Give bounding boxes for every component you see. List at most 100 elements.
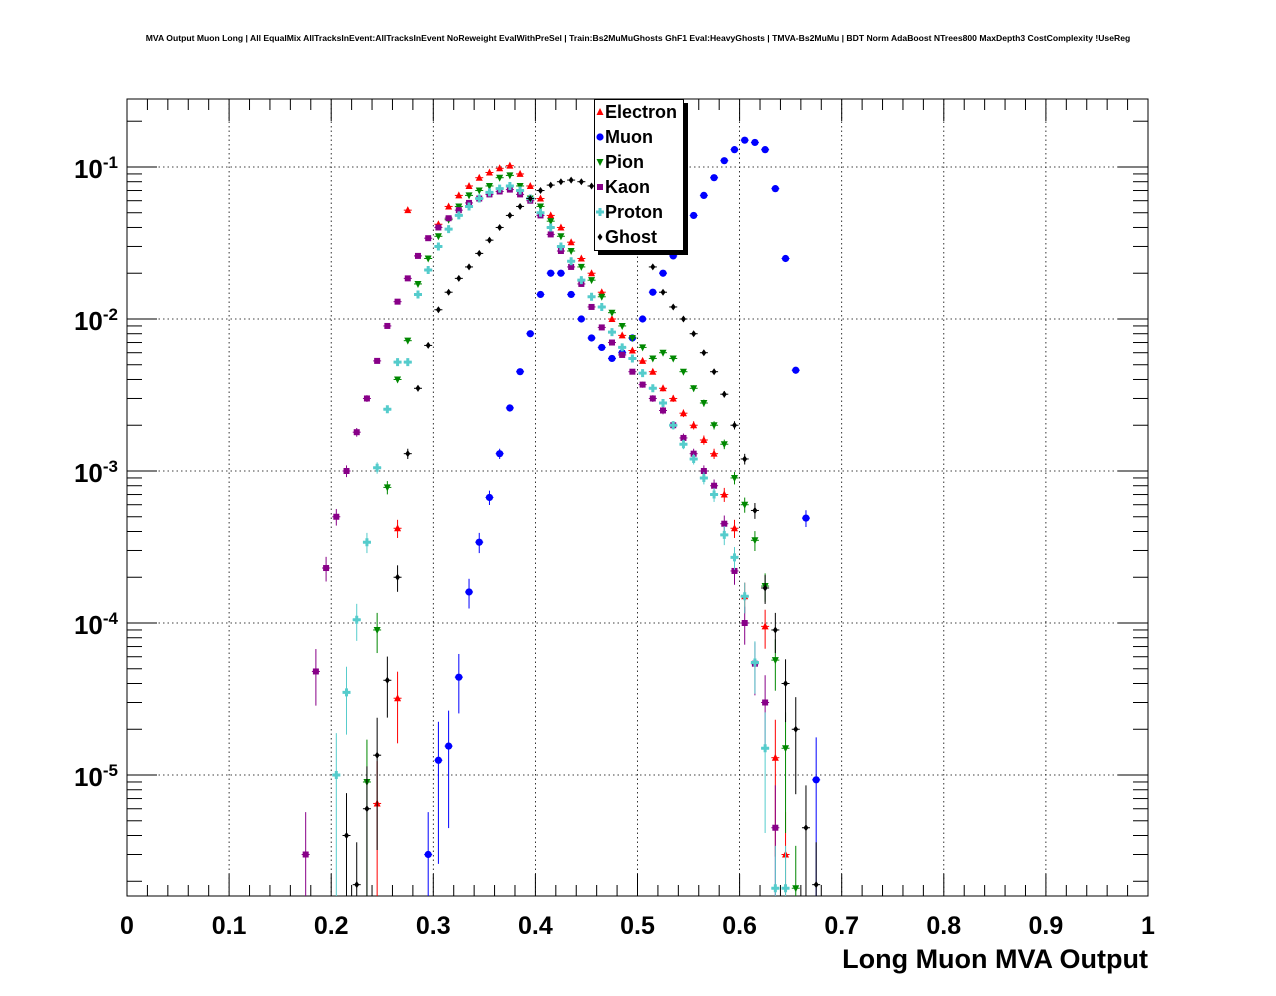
x-tick-label: 0.3 — [416, 912, 451, 940]
proton-point — [607, 328, 616, 337]
muon-point — [608, 354, 616, 363]
x-tick-label: 0.4 — [518, 912, 553, 940]
ghost-point — [507, 211, 513, 219]
legend-entry-electron: Electron — [595, 100, 683, 125]
kaon-point — [660, 407, 667, 414]
proton-point — [362, 538, 371, 547]
ghost-point — [589, 182, 595, 190]
electron-point — [567, 238, 575, 246]
series-electron — [373, 161, 790, 896]
pion-point — [577, 263, 585, 271]
pion-point — [455, 203, 463, 211]
pion-point — [690, 385, 698, 393]
legend-ghost-marker — [597, 233, 603, 241]
pion-point — [771, 657, 779, 665]
ghost-point — [527, 195, 533, 203]
proton-point — [342, 688, 351, 697]
legend-label: Ghost — [605, 227, 657, 247]
ghost-point — [731, 421, 737, 429]
legend-label: Pion — [605, 152, 644, 172]
kaon-point — [425, 235, 432, 242]
proton-point — [720, 530, 729, 539]
legend-marker — [596, 208, 604, 216]
electron-point — [720, 490, 728, 498]
muon-point — [567, 290, 575, 299]
proton-point — [424, 266, 433, 275]
electron-point — [506, 161, 514, 169]
pion-point — [414, 280, 422, 288]
ghost-point — [721, 390, 727, 398]
kaon-point — [363, 395, 370, 402]
x-tick-label: 0.9 — [1029, 912, 1064, 940]
electron-point — [669, 394, 677, 402]
muon-point — [649, 288, 657, 296]
pion-point — [496, 174, 504, 182]
proton-point — [332, 771, 341, 780]
pion-point — [394, 376, 402, 384]
proton-point — [567, 257, 576, 266]
muon-point — [802, 514, 810, 522]
muon-point — [485, 493, 494, 502]
series-proton — [332, 181, 790, 896]
electron-point — [577, 254, 585, 262]
muon-point — [812, 776, 820, 784]
muon-point — [516, 368, 524, 376]
kaon-point — [772, 824, 779, 831]
proton-point — [659, 399, 668, 408]
muon-point — [424, 850, 432, 859]
proton-point — [516, 186, 525, 195]
ghost-point — [813, 881, 819, 889]
ghost-point — [691, 330, 697, 338]
pion-point — [485, 182, 493, 190]
kaon-point — [394, 298, 401, 305]
proton-point — [556, 242, 565, 251]
ghost-point — [762, 584, 768, 592]
legend-muon-marker — [596, 133, 604, 141]
electron-point — [445, 202, 453, 210]
ghost-point — [486, 236, 492, 244]
legend-label: Kaon — [605, 177, 650, 197]
pion-point — [537, 203, 545, 211]
ghost-point — [405, 450, 411, 458]
ghost-point — [435, 306, 441, 314]
electron-point — [547, 211, 555, 219]
muon-point — [526, 330, 534, 338]
proton-point — [710, 490, 719, 499]
electron-point — [404, 206, 412, 214]
x-tick-label: 0.2 — [314, 912, 349, 940]
kaon-point — [302, 851, 309, 858]
kaon-point — [711, 482, 718, 489]
ghost-point — [517, 202, 523, 210]
kaon-point — [353, 429, 360, 436]
kaon-point — [629, 368, 636, 375]
pion-point — [710, 422, 718, 430]
kaon-point — [608, 339, 615, 346]
proton-point — [771, 884, 780, 893]
ghost-point — [701, 349, 707, 357]
electron-point — [649, 367, 657, 375]
proton-point — [536, 208, 545, 217]
ghost-point — [742, 455, 748, 463]
pion-point — [700, 400, 708, 408]
legend-marker — [597, 184, 603, 190]
ghost-point — [803, 824, 809, 832]
kaon-point — [731, 567, 738, 574]
kaon-point — [598, 324, 605, 331]
kaon-point — [445, 215, 452, 222]
proton-point — [730, 553, 739, 562]
kaon-point — [384, 322, 391, 329]
electron-point — [455, 191, 463, 199]
kaon-point — [557, 248, 564, 255]
pion-point — [434, 233, 442, 241]
ghost-point — [354, 881, 360, 889]
ghost-point — [772, 626, 778, 634]
ghost-point — [548, 181, 554, 189]
pion-point — [547, 218, 555, 226]
ghost-point — [680, 315, 686, 323]
legend-entry-pion: Pion — [595, 150, 683, 175]
muon-point — [690, 211, 698, 220]
proton-point — [679, 440, 688, 449]
legend-kaon-marker — [597, 184, 603, 190]
legend-pion-marker — [596, 159, 604, 166]
kaon-point — [547, 231, 554, 238]
